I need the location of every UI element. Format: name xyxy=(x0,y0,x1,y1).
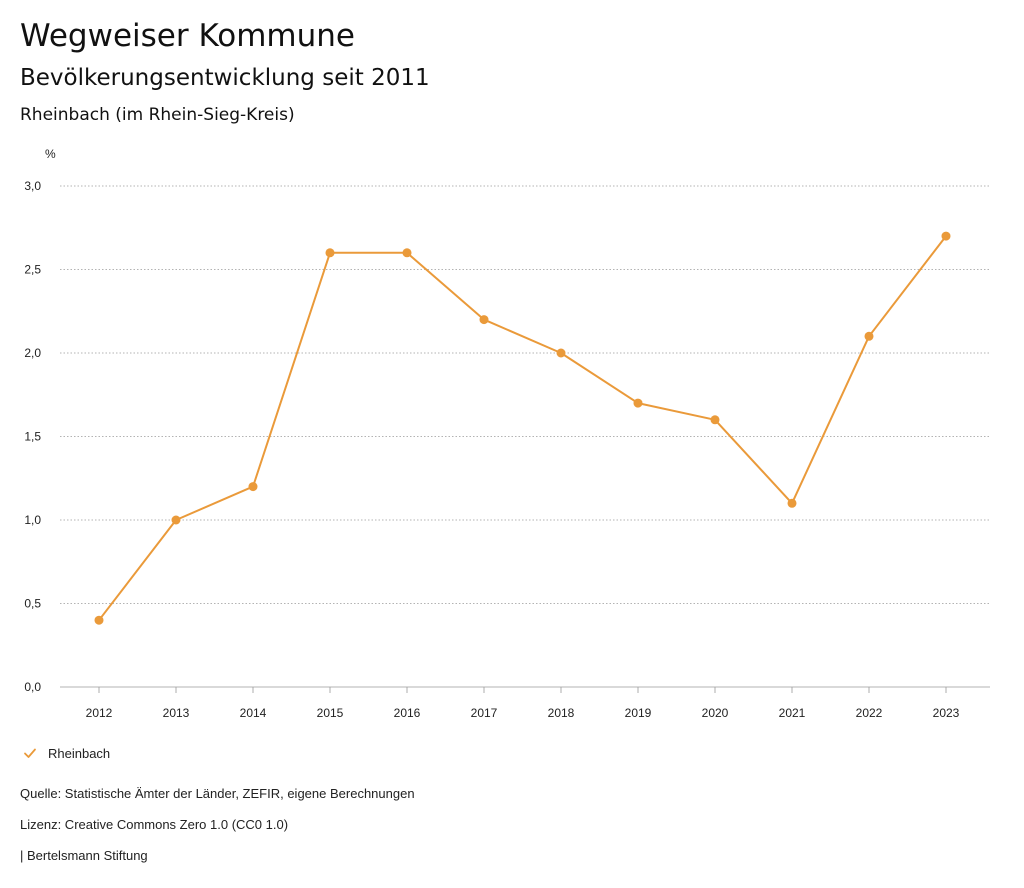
source-note: Quelle: Statistische Ämter der Länder, Z… xyxy=(20,786,415,801)
page-title: Wegweiser Kommune xyxy=(20,18,355,54)
y-tick-label: 1,5 xyxy=(24,430,41,444)
data-point[interactable] xyxy=(94,615,104,625)
y-tick-label: 2,5 xyxy=(24,263,41,277)
line-chart: % 0,0 0,5 1,0 1,5 2,0 2,5 3,0 2012 2013 2014 2015… xyxy=(24,147,990,720)
x-tick-label: 2014 xyxy=(240,706,267,720)
legend[interactable]: Rheinbach xyxy=(22,745,110,761)
y-axis-ticks: 0,0 0,5 1,0 1,5 2,0 2,5 3,0 xyxy=(24,179,41,694)
data-point[interactable] xyxy=(171,515,181,525)
data-point[interactable] xyxy=(325,248,335,258)
data-point[interactable] xyxy=(479,315,489,325)
series-line-rheinbach xyxy=(98,235,947,621)
license-note: Lizenz: Creative Commons Zero 1.0 (CC0 1… xyxy=(20,817,289,832)
data-point[interactable] xyxy=(402,248,412,258)
x-tick-label: 2013 xyxy=(163,706,190,720)
x-tick-label: 2015 xyxy=(317,706,344,720)
data-point[interactable] xyxy=(787,498,797,508)
data-point[interactable] xyxy=(710,415,720,425)
series-layer xyxy=(94,231,951,625)
grid-lines xyxy=(60,185,990,688)
x-tick-label: 2020 xyxy=(702,706,729,720)
y-tick-label: 2,0 xyxy=(24,346,41,360)
y-tick-label: 0,0 xyxy=(24,680,41,694)
x-tick-label: 2021 xyxy=(779,706,806,720)
x-tick-label: 2023 xyxy=(933,706,960,720)
data-point[interactable] xyxy=(556,348,566,358)
x-tick-label: 2019 xyxy=(625,706,652,720)
x-tick-label: 2016 xyxy=(394,706,421,720)
y-tick-label: 3,0 xyxy=(24,179,41,193)
y-tick-label: 0,5 xyxy=(24,597,41,611)
x-axis-ticks: 2012 2013 2014 2015 2016 2017 2018 2019 2020 2021… xyxy=(86,687,960,720)
legend-label: Rheinbach xyxy=(48,745,111,761)
data-point[interactable] xyxy=(941,231,951,241)
region-label: Rheinbach (im Rhein-Sieg-Kreis) xyxy=(20,105,295,125)
check-icon xyxy=(24,748,36,758)
x-tick-label: 2012 xyxy=(86,706,113,720)
y-axis-unit-label: % xyxy=(45,147,56,161)
data-point[interactable] xyxy=(864,331,874,341)
data-point[interactable] xyxy=(248,482,258,492)
x-tick-label: 2022 xyxy=(856,706,883,720)
x-tick-label: 2017 xyxy=(471,706,498,720)
y-tick-label: 1,0 xyxy=(24,513,41,527)
x-tick-label: 2018 xyxy=(548,706,575,720)
data-point[interactable] xyxy=(633,398,643,408)
chart-subtitle: Bevölkerungsentwicklung seit 2011 xyxy=(20,65,430,91)
publisher-note: | Bertelsmann Stiftung xyxy=(20,848,148,863)
